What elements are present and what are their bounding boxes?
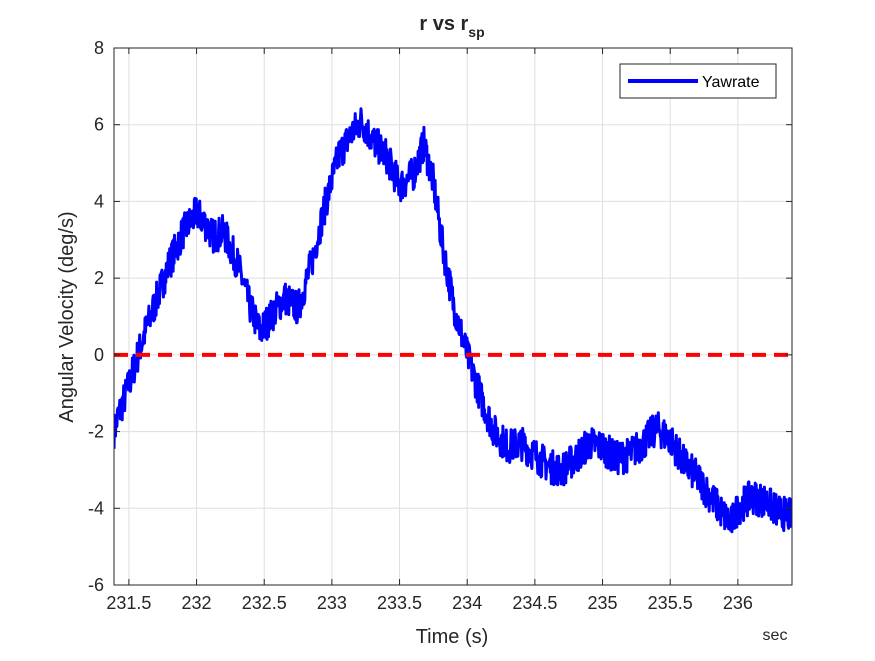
x-tick-label: 232.5 (242, 593, 287, 613)
x-tick-label: 235.5 (648, 593, 693, 613)
tick-marks (114, 47, 792, 586)
legend-label-yawrate: Yawrate (702, 74, 760, 91)
y-tick-label: 2 (94, 268, 104, 288)
x-tick-labels: 231.5 232 232.5 233 233.5 234 234.5 235 235.5 236 (106, 593, 753, 613)
axes-box (113, 47, 793, 586)
x-tick-label: 236 (723, 593, 753, 613)
x-tick-label: 234 (452, 593, 482, 613)
x-unit-label: sec (763, 627, 788, 644)
x-tick-label: 234.5 (512, 593, 557, 613)
series-line-yawrate (114, 107, 792, 534)
y-tick-label: 4 (94, 191, 104, 211)
y-tick-label: 8 (94, 38, 104, 58)
chart-title-subscript: sp (468, 24, 484, 40)
chart-title: r vs rsp (419, 13, 484, 40)
y-tick-label: -2 (88, 422, 104, 442)
y-tick-label: 0 (94, 345, 104, 365)
series-layer (114, 107, 792, 534)
x-tick-label: 233.5 (377, 593, 422, 613)
legend: Yawrate (619, 63, 777, 99)
y-axis-label: Angular Velocity (deg/s) (56, 211, 78, 422)
y-tick-label: -4 (88, 498, 104, 518)
y-tick-label: -6 (88, 575, 104, 595)
x-tick-label: 232 (182, 593, 212, 613)
chart-title-main: r vs r (419, 13, 468, 35)
x-tick-label: 233 (317, 593, 347, 613)
x-tick-label: 235 (588, 593, 618, 613)
y-tick-label: 6 (94, 115, 104, 135)
x-tick-label: 231.5 (106, 593, 151, 613)
y-tick-labels: -6 -4 -2 0 2 4 6 8 (88, 38, 104, 595)
x-axis-label: Time (s) (416, 626, 489, 648)
